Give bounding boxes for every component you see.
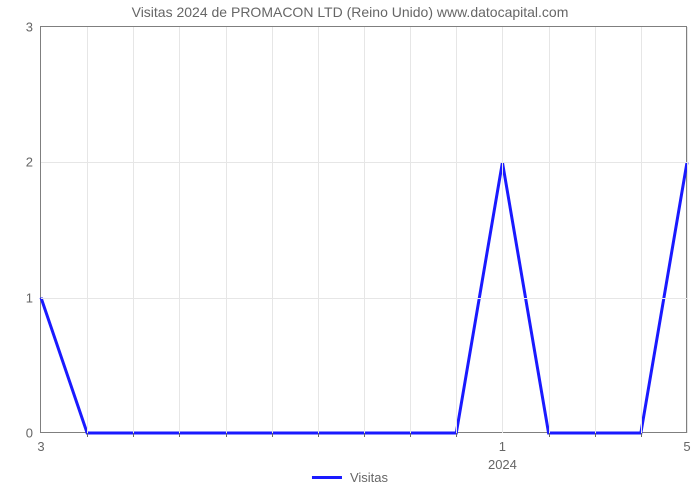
xtick-minor (549, 433, 550, 437)
chart-container: Visitas 2024 de PROMACON LTD (Reino Unid… (0, 0, 700, 500)
xtick-minor (318, 433, 319, 437)
gridline-v (87, 27, 88, 433)
gridline-v (641, 27, 642, 433)
gridline-v (318, 27, 319, 433)
gridline-v (687, 27, 688, 433)
legend-label: Visitas (350, 470, 388, 485)
xtick-minor (133, 433, 134, 437)
ytick-label: 2 (26, 155, 41, 170)
xtick-minor (364, 433, 365, 437)
xtick-minor (179, 433, 180, 437)
ytick-label: 3 (26, 20, 41, 35)
legend: Visitas (312, 470, 388, 485)
gridline-v (549, 27, 550, 433)
plot-area: 01233152024 (40, 26, 687, 433)
xtick-minor (410, 433, 411, 437)
gridline-v (502, 27, 503, 433)
xtick-minor (272, 433, 273, 437)
xtick-minor (456, 433, 457, 437)
x-axis-label: 2024 (488, 433, 517, 472)
gridline-v (456, 27, 457, 433)
chart-title: Visitas 2024 de PROMACON LTD (Reino Unid… (0, 4, 700, 20)
xtick-minor (87, 433, 88, 437)
xtick-minor (595, 433, 596, 437)
gridline-v (595, 27, 596, 433)
xtick-minor (641, 433, 642, 437)
gridline-v (410, 27, 411, 433)
xtick-label: 5 (683, 433, 690, 454)
gridline-v (272, 27, 273, 433)
gridline-v (133, 27, 134, 433)
legend-swatch (312, 476, 342, 479)
gridline-v (179, 27, 180, 433)
gridline-v (226, 27, 227, 433)
ytick-label: 1 (26, 290, 41, 305)
gridline-v (364, 27, 365, 433)
xtick-minor (226, 433, 227, 437)
xtick-label: 3 (37, 433, 44, 454)
